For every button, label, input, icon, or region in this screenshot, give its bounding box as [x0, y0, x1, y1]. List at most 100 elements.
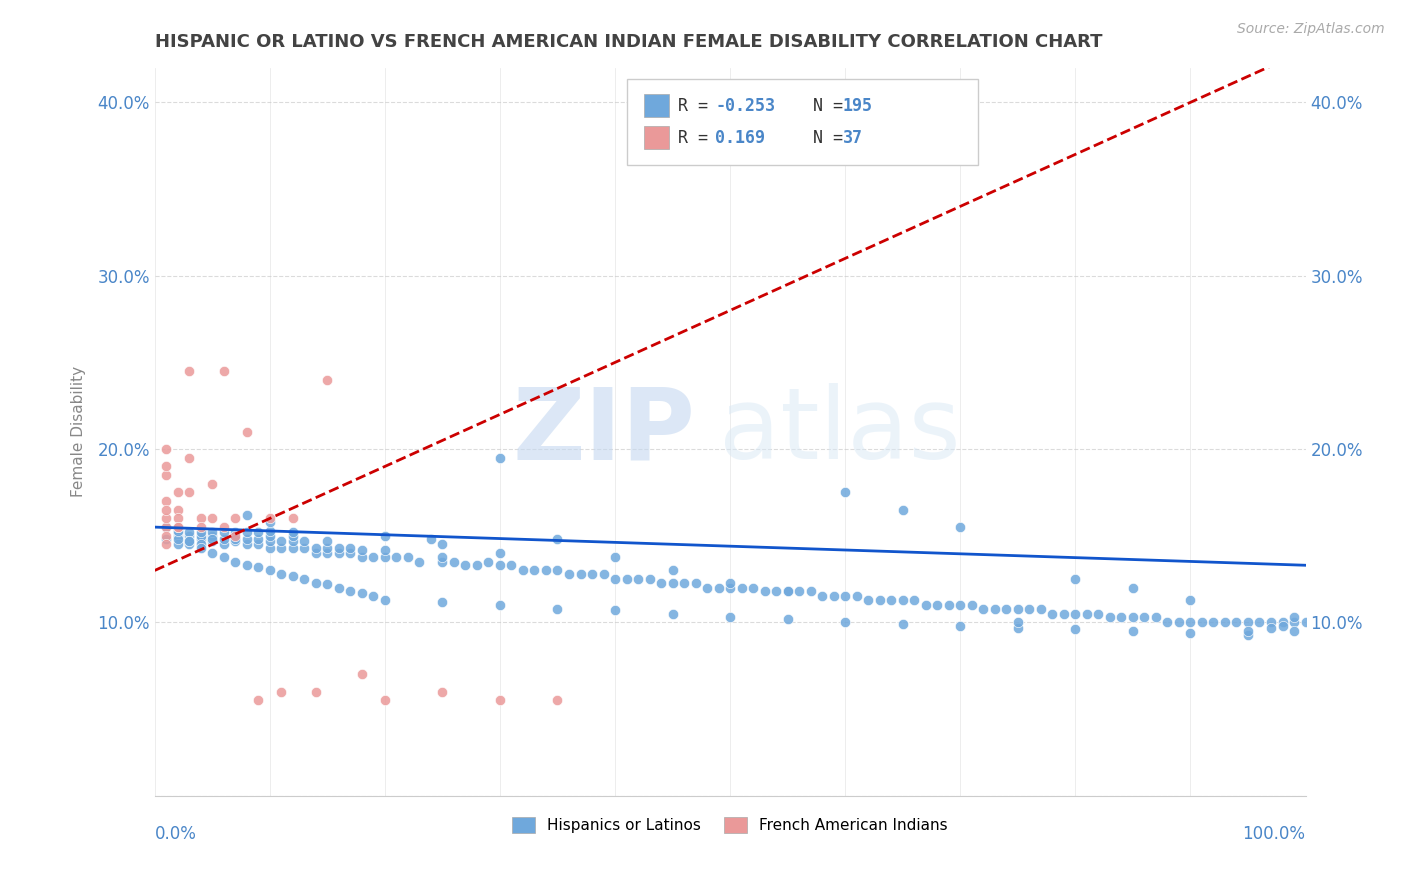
Point — [155, 537, 177, 551]
Point — [224, 533, 246, 548]
Point — [891, 617, 914, 632]
Point — [212, 364, 235, 378]
Point — [236, 425, 259, 439]
Point — [190, 520, 212, 534]
Point — [673, 575, 696, 590]
Point — [328, 546, 350, 560]
Point — [179, 485, 201, 500]
Point — [1237, 627, 1260, 641]
Point — [281, 533, 304, 548]
Point — [224, 511, 246, 525]
Point — [477, 555, 499, 569]
Point — [949, 520, 972, 534]
Point — [1282, 610, 1305, 624]
Point — [212, 533, 235, 547]
Text: 0.169: 0.169 — [716, 128, 765, 146]
Point — [212, 525, 235, 540]
Point — [363, 549, 385, 564]
Point — [949, 598, 972, 612]
Text: HISPANIC OR LATINO VS FRENCH AMERICAN INDIAN FEMALE DISABILITY CORRELATION CHART: HISPANIC OR LATINO VS FRENCH AMERICAN IN… — [155, 33, 1102, 51]
Point — [316, 533, 339, 548]
Text: atlas: atlas — [718, 384, 960, 480]
Text: N =: N = — [793, 128, 853, 146]
Point — [661, 564, 683, 578]
Point — [166, 524, 188, 538]
Point — [432, 595, 454, 609]
Point — [201, 533, 224, 548]
Point — [465, 558, 488, 573]
Point — [270, 533, 292, 548]
Point — [259, 533, 281, 548]
Point — [718, 581, 741, 595]
Point — [1282, 615, 1305, 630]
Point — [155, 494, 177, 508]
Point — [236, 537, 259, 551]
Point — [166, 520, 188, 534]
Point — [350, 549, 373, 564]
Point — [730, 581, 752, 595]
Point — [292, 533, 315, 548]
Point — [155, 520, 177, 534]
Point — [927, 598, 949, 612]
Point — [224, 525, 246, 540]
Point — [350, 542, 373, 557]
Point — [212, 549, 235, 564]
Point — [972, 601, 994, 615]
Point — [305, 685, 328, 699]
Point — [1237, 624, 1260, 639]
Point — [834, 590, 856, 604]
Point — [179, 525, 201, 540]
Point — [1053, 607, 1076, 621]
Point — [236, 533, 259, 547]
Point — [1122, 610, 1144, 624]
Point — [166, 520, 188, 534]
Point — [1007, 615, 1029, 630]
Point — [292, 572, 315, 586]
Point — [581, 566, 603, 581]
Point — [374, 549, 396, 564]
Point — [236, 508, 259, 522]
Point — [385, 549, 408, 564]
Legend: Hispanics or Latinos, French American Indians: Hispanics or Latinos, French American In… — [506, 811, 955, 839]
Text: R =: R = — [678, 128, 728, 146]
Point — [718, 610, 741, 624]
Point — [776, 584, 799, 599]
Point — [903, 593, 925, 607]
Point — [396, 549, 419, 564]
FancyBboxPatch shape — [644, 126, 669, 149]
Point — [1271, 615, 1294, 630]
Point — [454, 558, 477, 573]
Point — [236, 525, 259, 540]
Point — [1260, 615, 1282, 630]
Point — [201, 511, 224, 525]
Point — [891, 593, 914, 607]
Point — [880, 593, 903, 607]
Point — [224, 555, 246, 569]
Point — [523, 564, 546, 578]
Point — [1098, 610, 1121, 624]
Point — [339, 546, 361, 560]
Point — [914, 598, 936, 612]
Point — [432, 549, 454, 564]
Point — [1007, 621, 1029, 635]
Point — [281, 511, 304, 525]
Point — [316, 577, 339, 591]
Point — [603, 603, 626, 617]
Point — [259, 529, 281, 543]
Point — [350, 667, 373, 681]
Point — [685, 575, 707, 590]
Text: Source: ZipAtlas.com: Source: ZipAtlas.com — [1237, 22, 1385, 37]
Point — [224, 533, 246, 547]
Point — [259, 564, 281, 578]
Point — [155, 529, 177, 543]
Point — [316, 541, 339, 555]
Point — [305, 541, 328, 555]
Point — [800, 584, 823, 599]
Point — [834, 615, 856, 630]
Point — [166, 533, 188, 547]
Point — [190, 529, 212, 543]
Point — [489, 693, 512, 707]
Point — [201, 476, 224, 491]
Point — [190, 533, 212, 547]
Point — [190, 537, 212, 551]
